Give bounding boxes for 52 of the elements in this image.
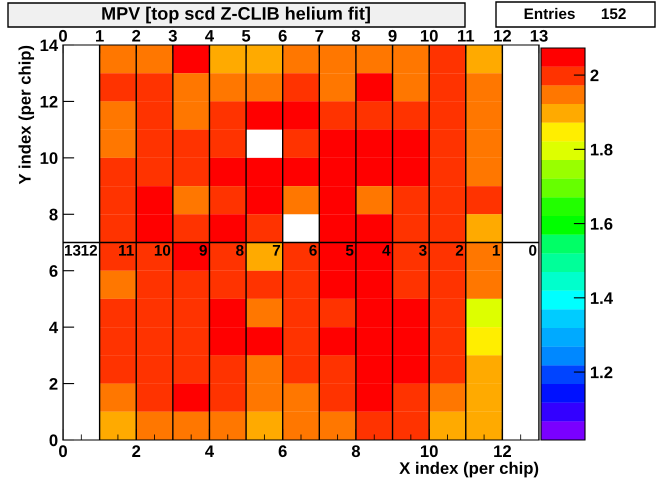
x2-tick-label: 6 [278,30,287,42]
y-tick-label: 6 [49,265,58,277]
x2-tick-label: 10 [420,30,438,42]
annotation: 10 [154,244,170,256]
x-tick-label: 12 [494,445,511,457]
color-bar-label: 1.2 [590,366,612,378]
x2-tick-label: 9 [388,30,397,42]
y-tick-label: 8 [49,208,58,220]
x2-tick-label: 0 [59,30,67,42]
x-tick-label: 10 [420,445,438,458]
x-tick-label: 4 [205,445,214,457]
x2-tick-label: 12 [494,30,511,42]
x2-tick-label: 4 [205,30,214,42]
annotation: 9 [199,244,207,256]
y-tick-label: 14 [40,40,58,52]
color-bar-label: 1.4 [590,292,613,304]
x2-tick-label: 5 [242,30,250,42]
annotation: 6 [309,244,317,256]
annotation: 4 [382,245,390,256]
y-tick-label: 10 [40,152,58,164]
annotation: 1 [492,245,500,256]
annotation: 7 [272,245,280,256]
x-tick-label: 2 [132,445,140,457]
y-tick-label: 2 [49,378,58,390]
x2-tick-label: 3 [168,30,177,42]
annotation: 0 [529,244,536,256]
x-tick-label: 0 [59,445,67,458]
annotation: 13 [64,244,80,256]
annotation: 5 [346,245,354,256]
x2-tick-label: 1 [96,30,104,42]
annotation: 3 [419,244,427,256]
color-bar-label: 1.6 [590,218,612,230]
y-axis-title: Y index (per chip) [18,46,34,184]
y-tick-label: 0 [50,434,58,446]
x-tick-label: 6 [278,445,287,458]
x2-tick-label: 8 [352,30,360,42]
color-bar-label: 2 [590,70,598,82]
x-axis-title: X index (per chip) [399,462,538,478]
annotation: 12 [82,244,98,256]
color-bar-label: 1.8 [590,144,613,156]
y-tick-label: 12 [40,96,58,108]
x-tick-label: 8 [352,445,360,458]
annotation: 8 [236,244,244,256]
x2-tick-label: 7 [315,30,324,42]
x2-tick-label: 2 [132,30,140,42]
annotation: 2 [456,244,464,256]
x2-tick-label: 11 [458,30,474,42]
y-tick-label: 4 [49,322,58,334]
annotation: 11 [119,245,134,256]
chart-title: MPV [top scd Z-CLIB helium fit] [102,6,370,24]
text: Entries 152 [524,8,626,20]
x2-tick-label: 13 [530,30,548,42]
